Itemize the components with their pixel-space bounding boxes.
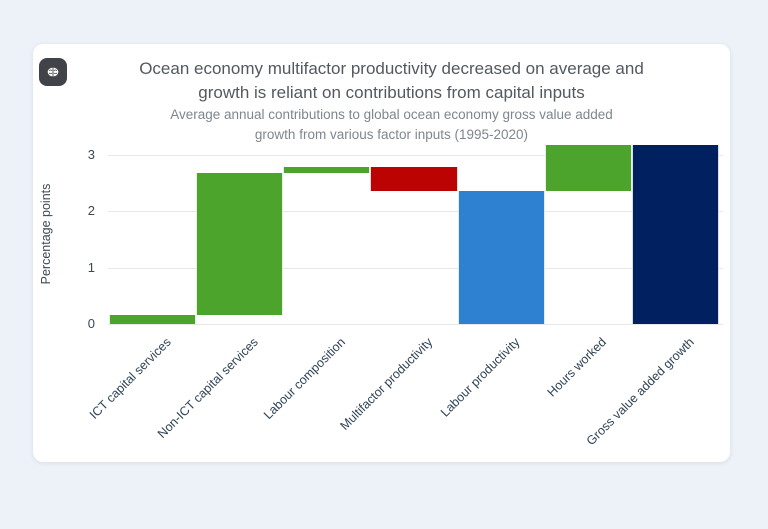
bar-gross-value-added-growth	[631, 145, 719, 324]
chart-subtitle: Average annual contributions to global o…	[77, 105, 706, 145]
bar-multifactor-productivity	[370, 166, 458, 192]
x-tick-label-6: Hours worked	[544, 335, 610, 400]
bar-non-ict-capital-services	[196, 172, 284, 315]
gridline-0	[108, 324, 723, 325]
y-tick-label-1: 1	[87, 259, 95, 275]
bar-labour-composition	[283, 166, 371, 173]
y-tick-label-3: 3	[87, 147, 95, 163]
y-tick-label-2: 2	[87, 203, 95, 219]
y-tick-label-0: 0	[87, 316, 95, 331]
chart-title-line-1: Ocean economy multifactor productivity d…	[139, 59, 644, 78]
bar-labour-productivity	[457, 191, 545, 324]
x-tick-label-1: ICT capital services	[86, 335, 174, 422]
brain-icon	[39, 58, 67, 86]
gridline-2	[108, 211, 723, 213]
chart-title: Ocean economy multifactor productivity d…	[77, 57, 706, 105]
bar-ict-capital-services	[109, 314, 197, 324]
x-tick-label-2: Non-ICT capital services	[154, 335, 261, 442]
bar-hours-worked	[544, 145, 632, 192]
chart-card: Ocean economy multifactor productivity d…	[33, 44, 730, 462]
chart-subtitle-line-1: Average annual contributions to global o…	[170, 107, 613, 122]
gridline-3	[108, 155, 723, 157]
x-tick-label-4: Multifactor productivity	[337, 335, 435, 433]
chart-subtitle-line-2: growth from various factor inputs (1995-…	[254, 127, 529, 142]
gridline-1	[108, 267, 723, 269]
chart-title-line-2: growth is reliant on contributions from …	[198, 83, 585, 102]
x-tick-label-5: Labour productivity	[437, 335, 523, 420]
x-tick-label-3: Labour composition	[260, 335, 348, 423]
plot-area	[108, 145, 723, 325]
